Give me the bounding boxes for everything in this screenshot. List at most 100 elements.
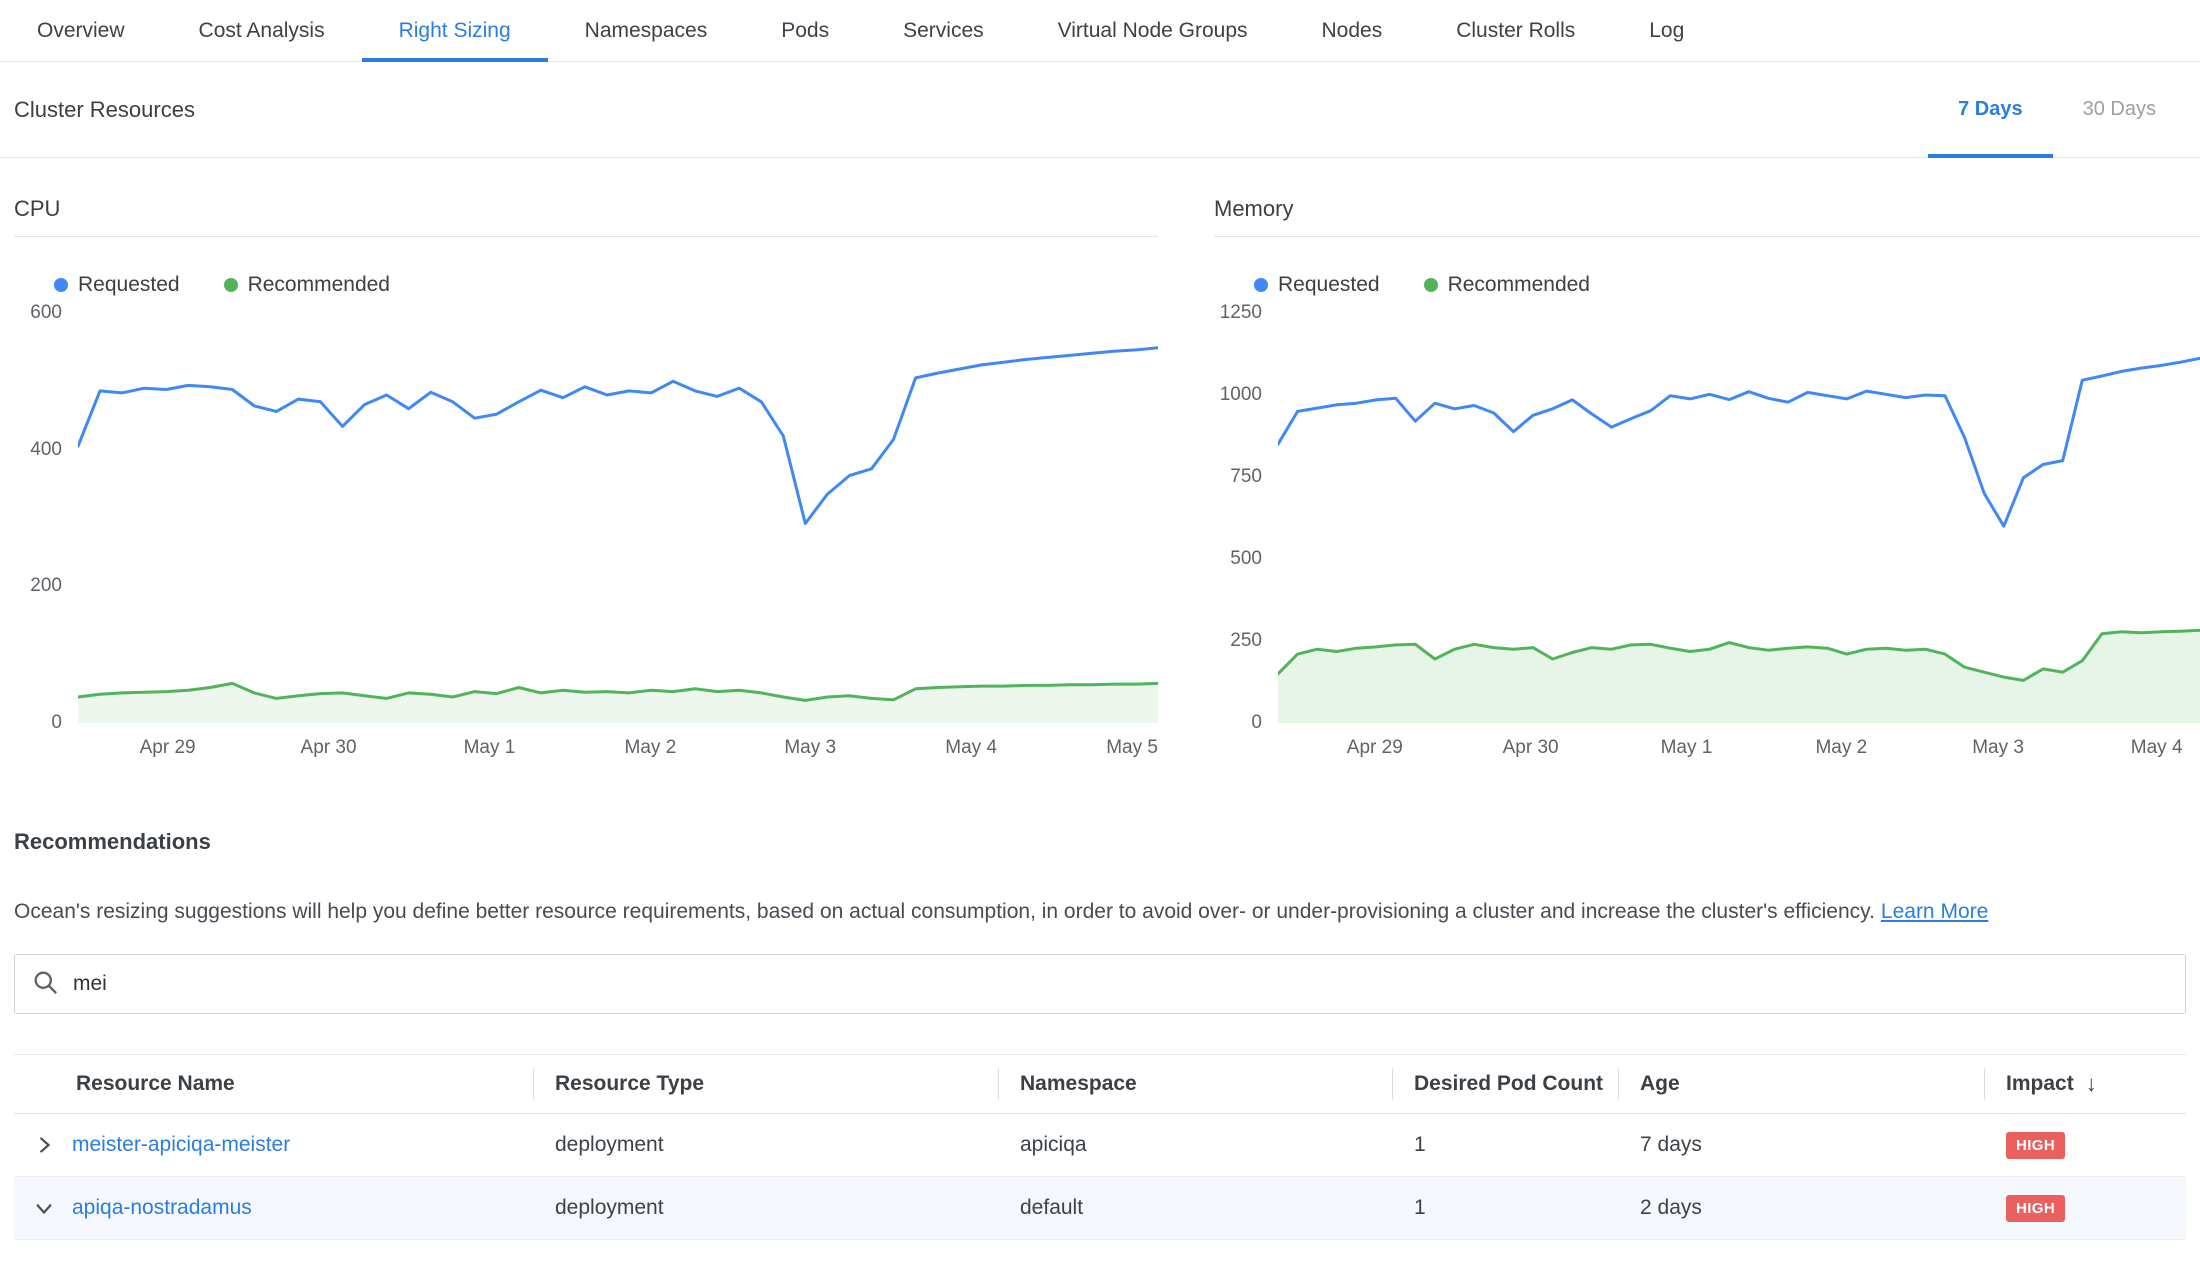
y-tick-label: 250 <box>1230 630 1262 651</box>
x-tick-label: Apr 30 <box>300 737 357 758</box>
column-header-desired-pod-count[interactable]: Desired Pod Count <box>1392 1055 1618 1113</box>
x-tick-label: Apr 29 <box>139 737 196 758</box>
y-tick-label: 1000 <box>1219 384 1262 405</box>
recommendations-description-text: Ocean's resizing suggestions will help y… <box>14 900 1875 923</box>
column-header-label: Age <box>1640 1072 1680 1096</box>
x-tick-label: May 4 <box>945 737 998 758</box>
chart-title: CPU <box>14 196 1158 237</box>
charts-row: CPU Requested Recommended 0 200 400 600 Apr 29 A… <box>0 196 2200 765</box>
tab-cost-analysis[interactable]: Cost Analysis <box>198 18 325 42</box>
x-tick-label: May 5 <box>1106 737 1158 758</box>
recommended-legend-dot-icon <box>223 278 238 292</box>
x-tick-label: May 1 <box>463 737 516 758</box>
tab-cluster-rolls[interactable]: Cluster Rolls <box>1456 18 1576 42</box>
range-30-days[interactable]: 30 Days <box>2082 98 2156 120</box>
resource-type-cell: deployment <box>555 1196 664 1220</box>
y-axis: 0 250 500 750 1000 1250 <box>1214 302 1278 733</box>
tab-nodes[interactable]: Nodes <box>1321 18 1383 42</box>
y-tick-label: 500 <box>1230 548 1262 569</box>
resource-type-cell: deployment <box>555 1133 664 1157</box>
table-header: Resource Name Resource Type Namespace Desir… <box>14 1054 2186 1115</box>
x-tick-label: Apr 30 <box>1502 737 1559 758</box>
column-header-age[interactable]: Age <box>1618 1055 1984 1113</box>
impact-badge: HIGH <box>2006 1131 2066 1159</box>
recommendations-table: Resource Name Resource Type Namespace Desir… <box>14 1054 2186 1241</box>
recommended-line <box>1278 628 2200 682</box>
legend-item-requested[interactable]: Requested <box>54 273 180 297</box>
x-axis-labels: Apr 29 Apr 30 May 1 May 2 May 3 May 4 May 5 <box>78 729 1158 765</box>
table-row: meister-apiciqa-meister deployment apiciqa… <box>14 1114 2186 1178</box>
resource-name-link[interactable]: meister-apiciqa-meister <box>72 1133 291 1157</box>
search-box[interactable] <box>14 954 2186 1015</box>
tab-virtual-node-groups[interactable]: Virtual Node Groups <box>1057 18 1248 42</box>
pod-count-cell: 1 <box>1414 1133 1426 1157</box>
x-tick-label: May 1 <box>1660 737 1713 758</box>
age-cell: 2 days <box>1640 1196 1702 1220</box>
chart-legend: Requested Recommended <box>54 273 1158 297</box>
legend-label: Requested <box>1278 273 1380 296</box>
range-toggle: 7 Days 30 Days <box>1928 62 2186 158</box>
x-tick-label: May 2 <box>624 737 677 758</box>
column-header-resource-type[interactable]: Resource Type <box>533 1055 998 1113</box>
chart-title: Memory <box>1214 196 2200 237</box>
impact-cell: HIGH <box>1984 1194 2186 1222</box>
y-tick-label: 0 <box>51 712 62 733</box>
recommendations-description: Ocean's resizing suggestions will help y… <box>14 897 2186 926</box>
chart-plot <box>78 307 1158 729</box>
tab-log[interactable]: Log <box>1649 18 1685 42</box>
x-tick-label: May 2 <box>1815 737 1868 758</box>
namespace-cell: default <box>1020 1196 1084 1220</box>
column-header-resource-name[interactable]: Resource Name <box>14 1055 533 1113</box>
requested-line <box>78 346 1158 525</box>
legend-item-requested[interactable]: Requested <box>1254 273 1380 297</box>
column-header-label: Impact <box>2006 1072 2074 1096</box>
chart-plot <box>1278 307 2200 729</box>
tab-overview[interactable]: Overview <box>37 18 125 42</box>
legend-label: Recommended <box>247 273 390 296</box>
chart-area: 0 200 400 600 <box>14 302 1158 733</box>
impact-cell: HIGH <box>1984 1131 2186 1159</box>
table-row: apiqa-nostradamus deployment default 1 2 day… <box>14 1177 2186 1241</box>
search-icon <box>31 968 59 1001</box>
search-input[interactable] <box>73 972 2169 997</box>
sort-descending-icon[interactable]: ↓ <box>2085 1071 2097 1097</box>
pod-count-cell: 1 <box>1414 1196 1426 1220</box>
tab-bar: Overview Cost Analysis Right Sizing Namespa… <box>0 0 2200 62</box>
column-header-label: Desired Pod Count <box>1414 1072 1604 1096</box>
x-tick-label: May 3 <box>1972 737 2024 758</box>
x-tick-label: Apr 29 <box>1346 737 1403 758</box>
resource-name-link[interactable]: apiqa-nostradamus <box>72 1196 252 1220</box>
requested-legend-dot-icon <box>1254 278 1268 292</box>
cluster-resources-header: Cluster Resources 7 Days 30 Days <box>0 62 2200 158</box>
column-header-namespace[interactable]: Namespace <box>998 1055 1392 1113</box>
column-header-label: Namespace <box>1020 1072 1137 1096</box>
y-tick-label: 1250 <box>1219 302 1262 323</box>
column-header-impact[interactable]: Impact ↓ <box>1984 1055 2186 1113</box>
resource-name-cell: apiqa-nostradamus <box>14 1196 533 1220</box>
recommendations-title: Recommendations <box>14 829 211 854</box>
legend-item-recommended[interactable]: Recommended <box>223 273 390 297</box>
age-cell: 7 days <box>1640 1133 1702 1157</box>
x-tick-label: May 4 <box>2130 737 2183 758</box>
requested-line <box>1278 356 2200 528</box>
x-axis-labels: Apr 29 Apr 30 May 1 May 2 May 3 May 4 <box>1278 729 2200 765</box>
range-7-days[interactable]: 7 Days <box>1928 62 2053 158</box>
chevron-down-icon[interactable] <box>32 1196 56 1220</box>
tab-namespaces[interactable]: Namespaces <box>584 18 708 42</box>
tab-right-sizing[interactable]: Right Sizing <box>361 0 548 62</box>
y-tick-label: 200 <box>30 575 62 597</box>
y-axis: 0 200 400 600 <box>14 302 78 733</box>
column-header-label: Resource Type <box>555 1072 704 1096</box>
y-tick-label: 0 <box>1251 712 1262 733</box>
legend-item-recommended[interactable]: Recommended <box>1423 273 1590 297</box>
tab-pods[interactable]: Pods <box>781 18 830 42</box>
column-header-label: Resource Name <box>76 1072 235 1096</box>
chevron-right-icon[interactable] <box>32 1133 56 1157</box>
y-tick-label: 400 <box>30 438 62 460</box>
y-tick-label: 600 <box>30 302 62 323</box>
tab-services[interactable]: Services <box>903 18 984 42</box>
requested-legend-dot-icon <box>54 278 68 292</box>
chart-area: 0 250 500 750 1000 1250 <box>1214 302 2200 733</box>
learn-more-link[interactable]: Learn More <box>1880 900 1989 923</box>
